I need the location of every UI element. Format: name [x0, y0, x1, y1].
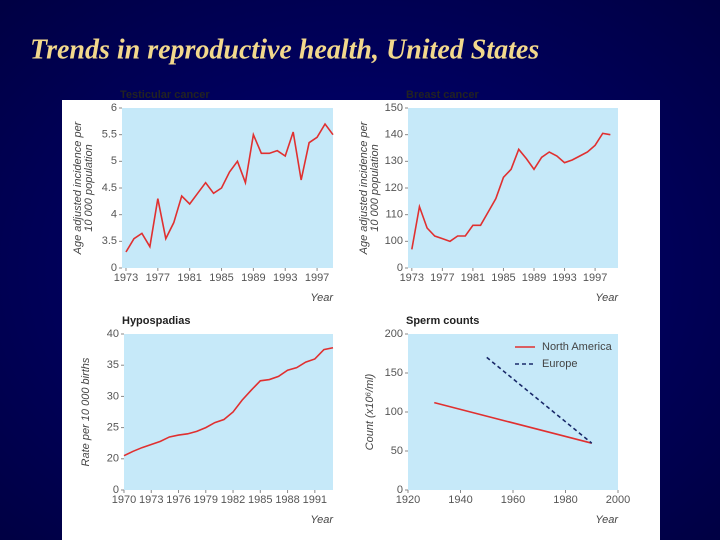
x-tick-label: 1985 — [248, 494, 272, 506]
x-tick-label: 1973 — [114, 272, 138, 284]
x-tick-label: 1980 — [553, 494, 577, 506]
x-tick-label: 1977 — [430, 272, 454, 284]
x-tick-label: 1970 — [112, 494, 136, 506]
y-tick-label: 5.5 — [102, 129, 117, 141]
x-tick-label: 1989 — [241, 272, 265, 284]
y-tick-label: 0 — [113, 484, 119, 496]
x-tick-label: 1991 — [303, 494, 327, 506]
chart-title: Testicular cancer — [120, 89, 210, 101]
y-tick-label: 50 — [391, 445, 403, 457]
y-axis-label: Rate per 10 000 births — [80, 357, 92, 466]
line — [411, 132, 611, 250]
plot-area — [122, 108, 333, 268]
x-tick-label: 1940 — [448, 494, 472, 506]
y-axis-label: 10 000 population — [369, 144, 381, 231]
y-tick-label: 200 — [385, 328, 403, 340]
y-tick-label: 20 — [107, 453, 119, 465]
y-tick-label: 0 — [111, 262, 117, 274]
x-tick-label: 1993 — [273, 272, 297, 284]
x-tick-label: 1973 — [139, 494, 163, 506]
line — [125, 122, 334, 253]
y-tick-label: 4.5 — [102, 182, 117, 194]
charts: Testicular cancer 0 3.5 4 4.5 5 5.5 6 1973 1977 19… — [72, 89, 630, 526]
y-tick-label: 4 — [111, 209, 117, 221]
x-tick-label: 1973 — [400, 272, 424, 284]
y-axis-label: Age adjusted incidence per — [72, 120, 84, 255]
y-axis-label: 10 000 population — [83, 144, 95, 231]
x-tick-label: 1985 — [491, 272, 515, 284]
legend-label: Europe — [542, 358, 577, 370]
y-axis-label: Count (x10⁶/ml) — [364, 373, 376, 450]
x-tick-label: 1988 — [275, 494, 299, 506]
x-axis-label: Year — [595, 514, 619, 526]
x-axis-label: Year — [310, 514, 334, 526]
slide-title: Trends in reproductive health, United St… — [30, 34, 539, 65]
x-tick-label: 1960 — [501, 494, 525, 506]
y-tick-label: 100 — [385, 235, 403, 247]
x-axis-label: Year — [310, 292, 334, 304]
y-tick-label: 0 — [397, 484, 403, 496]
plot-area — [124, 334, 333, 490]
x-tick-label: 1989 — [522, 272, 546, 284]
y-tick-label: 120 — [385, 182, 403, 194]
y-tick-label: 35 — [107, 359, 119, 371]
plot-area — [408, 108, 618, 268]
y-tick-label: 150 — [385, 367, 403, 379]
x-tick-label: 1985 — [209, 272, 233, 284]
chart-title: Sperm counts — [406, 315, 479, 327]
x-tick-label: 1981 — [177, 272, 201, 284]
line — [486, 356, 593, 444]
chart-title: Breast cancer — [406, 89, 479, 101]
x-tick-label: 1997 — [305, 272, 329, 284]
line — [434, 401, 592, 444]
plot-area — [408, 334, 618, 490]
chart-title: Hypospadias — [122, 315, 190, 327]
x-tick-label: 1981 — [461, 272, 485, 284]
x-tick-label: 1982 — [221, 494, 245, 506]
x-tick-label: 2000 — [606, 494, 630, 506]
y-tick-label: 6 — [111, 102, 117, 114]
y-axis-label: Age adjusted incidence per — [358, 120, 370, 255]
x-tick-label: 1920 — [396, 494, 420, 506]
y-tick-label: 3.5 — [102, 235, 117, 247]
y-tick-label: 40 — [107, 328, 119, 340]
x-tick-label: 1976 — [166, 494, 190, 506]
x-tick-label: 1977 — [146, 272, 170, 284]
y-tick-label: 0 — [397, 262, 403, 274]
x-tick-label: 1979 — [194, 494, 218, 506]
y-tick-label: 150 — [385, 102, 403, 114]
y-tick-label: 140 — [385, 129, 403, 141]
x-axis-label: Year — [595, 292, 619, 304]
line — [123, 346, 334, 457]
y-tick-label: 130 — [385, 155, 403, 167]
x-tick-label: 1997 — [583, 272, 607, 284]
y-tick-label: 5 — [111, 155, 117, 167]
y-tick-label: 25 — [107, 422, 119, 434]
legend-label: North America — [542, 341, 613, 353]
x-tick-label: 1993 — [552, 272, 576, 284]
y-tick-label: 30 — [107, 390, 119, 402]
y-tick-label: 110 — [385, 209, 403, 221]
y-tick-label: 100 — [385, 406, 403, 418]
